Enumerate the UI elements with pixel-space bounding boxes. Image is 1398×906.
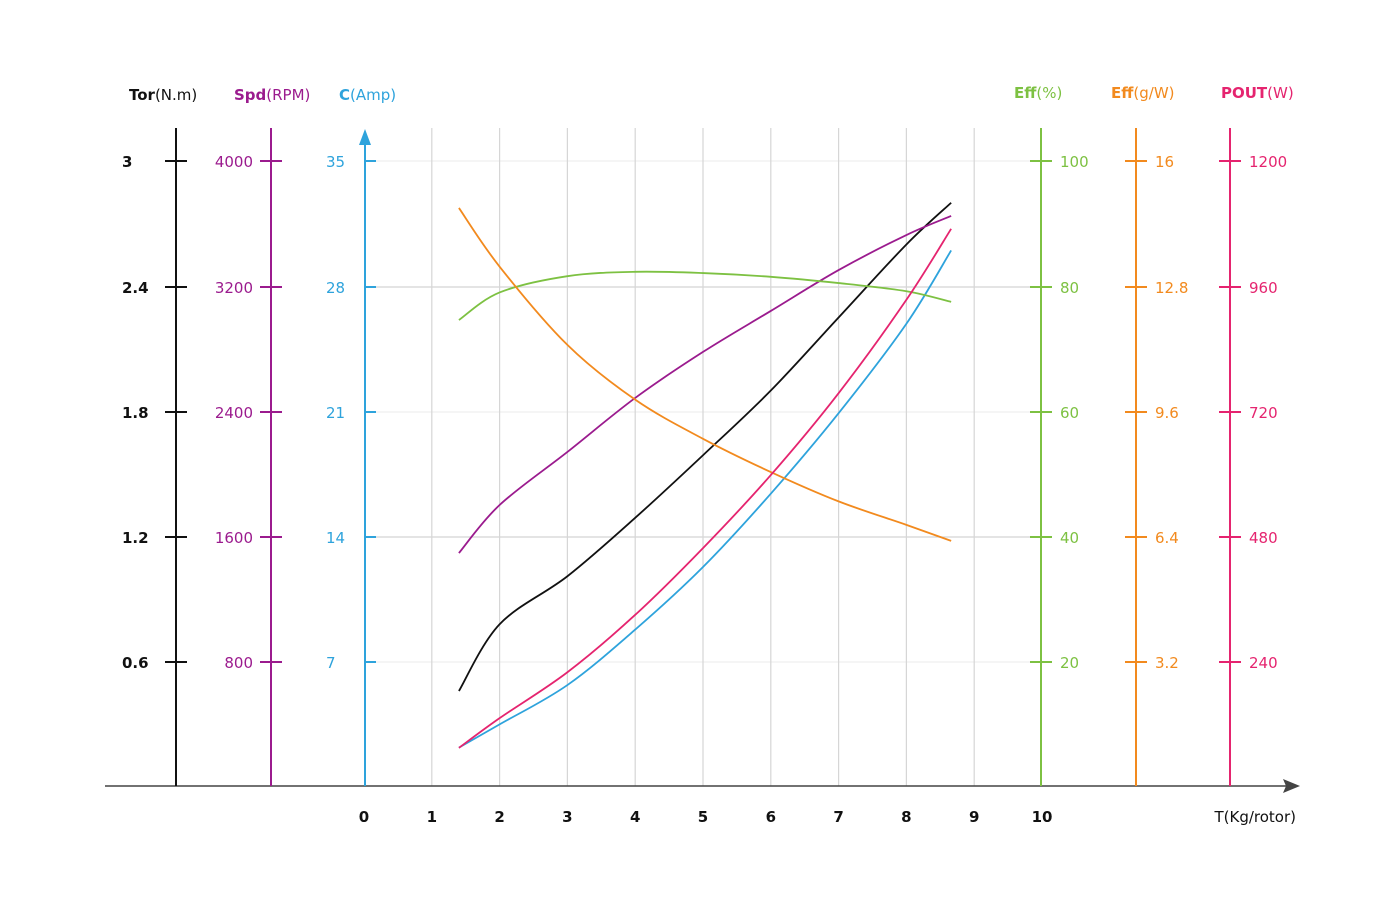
pout-axis-title: POUT(W) bbox=[1221, 84, 1294, 102]
effp-tick-label: 40 bbox=[1060, 529, 1079, 547]
effp-tick-label: 20 bbox=[1060, 654, 1079, 672]
effg-tick-label: 9.6 bbox=[1155, 404, 1179, 422]
spd-tick-label: 3200 bbox=[215, 279, 253, 297]
tor-tick-label: 1.8 bbox=[122, 404, 149, 422]
effg-series-line bbox=[458, 207, 952, 542]
axis-title-unit: (W) bbox=[1267, 84, 1294, 102]
effg-tick-label: 12.8 bbox=[1155, 279, 1188, 297]
x-tick-label: 10 bbox=[1032, 808, 1053, 826]
effg-tick-label: 3.2 bbox=[1155, 654, 1179, 672]
effg-axis-title: Eff(g/W) bbox=[1111, 84, 1175, 102]
x-tick-label: 9 bbox=[969, 808, 979, 826]
axis-title-unit: (RPM) bbox=[266, 86, 310, 104]
effp-tick-label: 100 bbox=[1060, 153, 1089, 171]
tor-series-line bbox=[458, 202, 952, 692]
effg-tick-label: 6.4 bbox=[1155, 529, 1179, 547]
x-tick-label: 7 bbox=[833, 808, 843, 826]
axis-title-name: C bbox=[339, 86, 350, 104]
x-tick-label: 6 bbox=[766, 808, 776, 826]
pout-tick-label: 720 bbox=[1249, 404, 1278, 422]
x-tick-label: 5 bbox=[698, 808, 708, 826]
axis-title-name: POUT bbox=[1221, 84, 1268, 102]
tor-tick-label: 0.6 bbox=[122, 654, 149, 672]
effp-tick-label: 80 bbox=[1060, 279, 1079, 297]
c-series-line bbox=[458, 249, 952, 749]
x-tick-label: 0 bbox=[359, 808, 369, 826]
c-tick-label: 28 bbox=[326, 279, 345, 297]
axis-title-name: Eff bbox=[1111, 84, 1134, 102]
spd-tick-label: 2400 bbox=[215, 404, 253, 422]
axis-title-unit: (Amp) bbox=[350, 86, 396, 104]
axis-title-name: Tor bbox=[129, 86, 156, 104]
pout-tick-label: 240 bbox=[1249, 654, 1278, 672]
tor-axis-title: Tor(N.m) bbox=[129, 86, 197, 104]
effg-tick-label: 16 bbox=[1155, 153, 1174, 171]
spd-series-line bbox=[458, 215, 952, 554]
spd-tick-label: 4000 bbox=[215, 153, 253, 171]
x-tick-label: 8 bbox=[901, 808, 911, 826]
axis-title-name: Eff bbox=[1014, 84, 1037, 102]
spd-tick-label: 800 bbox=[224, 654, 253, 672]
x-tick-label: 1 bbox=[427, 808, 437, 826]
spd-tick-label: 1600 bbox=[215, 529, 253, 547]
x-tick-label: 2 bbox=[494, 808, 504, 826]
axis-title-unit: (%) bbox=[1036, 84, 1062, 102]
pout-tick-label: 960 bbox=[1249, 279, 1278, 297]
c-axis-title: C(Amp) bbox=[339, 86, 396, 104]
c-tick-label: 7 bbox=[326, 654, 336, 672]
effp-tick-label: 60 bbox=[1060, 404, 1079, 422]
pout-series-line bbox=[458, 228, 952, 749]
x-tick-label: 4 bbox=[630, 808, 640, 826]
pout-tick-label: 1200 bbox=[1249, 153, 1287, 171]
c-tick-label: 21 bbox=[326, 404, 345, 422]
tor-tick-label: 3 bbox=[122, 153, 132, 171]
effp-axis-title: Eff(%) bbox=[1014, 84, 1062, 102]
y-axis-arrow-icon bbox=[359, 129, 371, 145]
tor-tick-label: 2.4 bbox=[122, 279, 149, 297]
x-axis-label: T(Kg/rotor) bbox=[1213, 808, 1296, 826]
tor-tick-label: 1.2 bbox=[122, 529, 149, 547]
c-tick-label: 35 bbox=[326, 153, 345, 171]
c-tick-label: 14 bbox=[326, 529, 345, 547]
x-axis-arrow-icon bbox=[1283, 779, 1300, 793]
x-tick-label: 3 bbox=[562, 808, 572, 826]
axis-title-unit: (N.m) bbox=[155, 86, 197, 104]
axis-title-unit: (g/W) bbox=[1133, 84, 1174, 102]
effp-series-line bbox=[458, 270, 952, 321]
axis-title-name: Spd bbox=[234, 86, 266, 104]
pout-tick-label: 480 bbox=[1249, 529, 1278, 547]
spd-axis-title: Spd(RPM) bbox=[234, 86, 310, 104]
